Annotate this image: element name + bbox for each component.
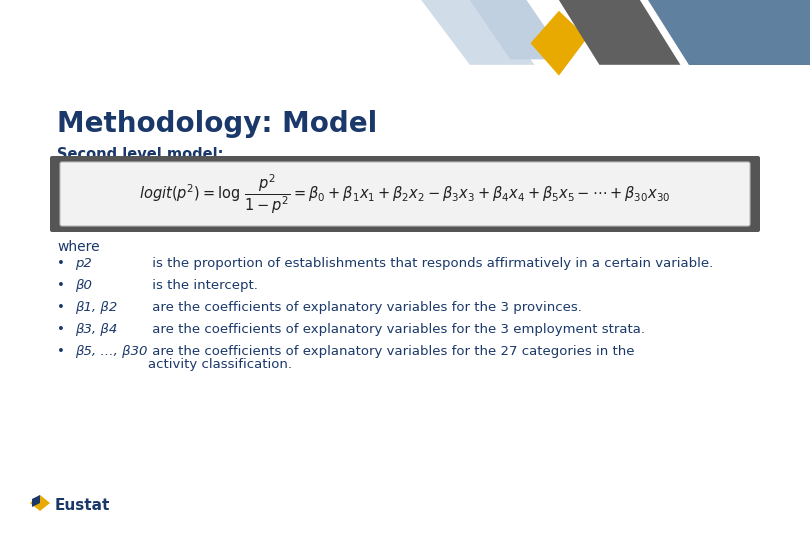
Text: Eustat: Eustat xyxy=(55,497,110,512)
Text: β1, β2: β1, β2 xyxy=(75,301,117,314)
Text: $\mathit{logit}(p^2) = \log\,\dfrac{p^2}{1-p^2} = \beta_0 + \beta_1 x_1 + \beta_: $\mathit{logit}(p^2) = \log\,\dfrac{p^2}… xyxy=(139,172,671,216)
Polygon shape xyxy=(421,0,535,65)
Text: Second level model:: Second level model: xyxy=(57,147,224,162)
Text: •: • xyxy=(57,345,65,358)
Text: •: • xyxy=(57,323,65,336)
Polygon shape xyxy=(559,0,680,65)
Text: activity classification.: activity classification. xyxy=(148,358,292,371)
Text: β0: β0 xyxy=(75,279,92,292)
Text: are the coefficients of explanatory variables for the 3 employment strata.: are the coefficients of explanatory vari… xyxy=(148,323,645,336)
FancyBboxPatch shape xyxy=(60,162,750,226)
Text: •: • xyxy=(57,257,65,270)
Polygon shape xyxy=(32,495,40,507)
Text: •: • xyxy=(57,279,65,292)
Text: β3, β4: β3, β4 xyxy=(75,323,117,336)
Text: •: • xyxy=(57,301,65,314)
Text: are the coefficients of explanatory variables for the 3 provinces.: are the coefficients of explanatory vari… xyxy=(148,301,582,314)
Polygon shape xyxy=(531,11,587,76)
Text: are the coefficients of explanatory variables for the 27 categories in the: are the coefficients of explanatory vari… xyxy=(148,345,634,358)
Text: Methodology: Model: Methodology: Model xyxy=(57,110,377,138)
Polygon shape xyxy=(470,0,567,59)
Text: is the intercept.: is the intercept. xyxy=(148,279,258,292)
FancyBboxPatch shape xyxy=(50,156,760,232)
Text: p2: p2 xyxy=(75,257,92,270)
Text: is the proportion of establishments that responds affirmatively in a certain var: is the proportion of establishments that… xyxy=(148,257,714,270)
Text: β5, …, β30: β5, …, β30 xyxy=(75,345,147,358)
Text: where: where xyxy=(57,240,100,254)
Polygon shape xyxy=(648,0,810,65)
Polygon shape xyxy=(30,495,50,511)
